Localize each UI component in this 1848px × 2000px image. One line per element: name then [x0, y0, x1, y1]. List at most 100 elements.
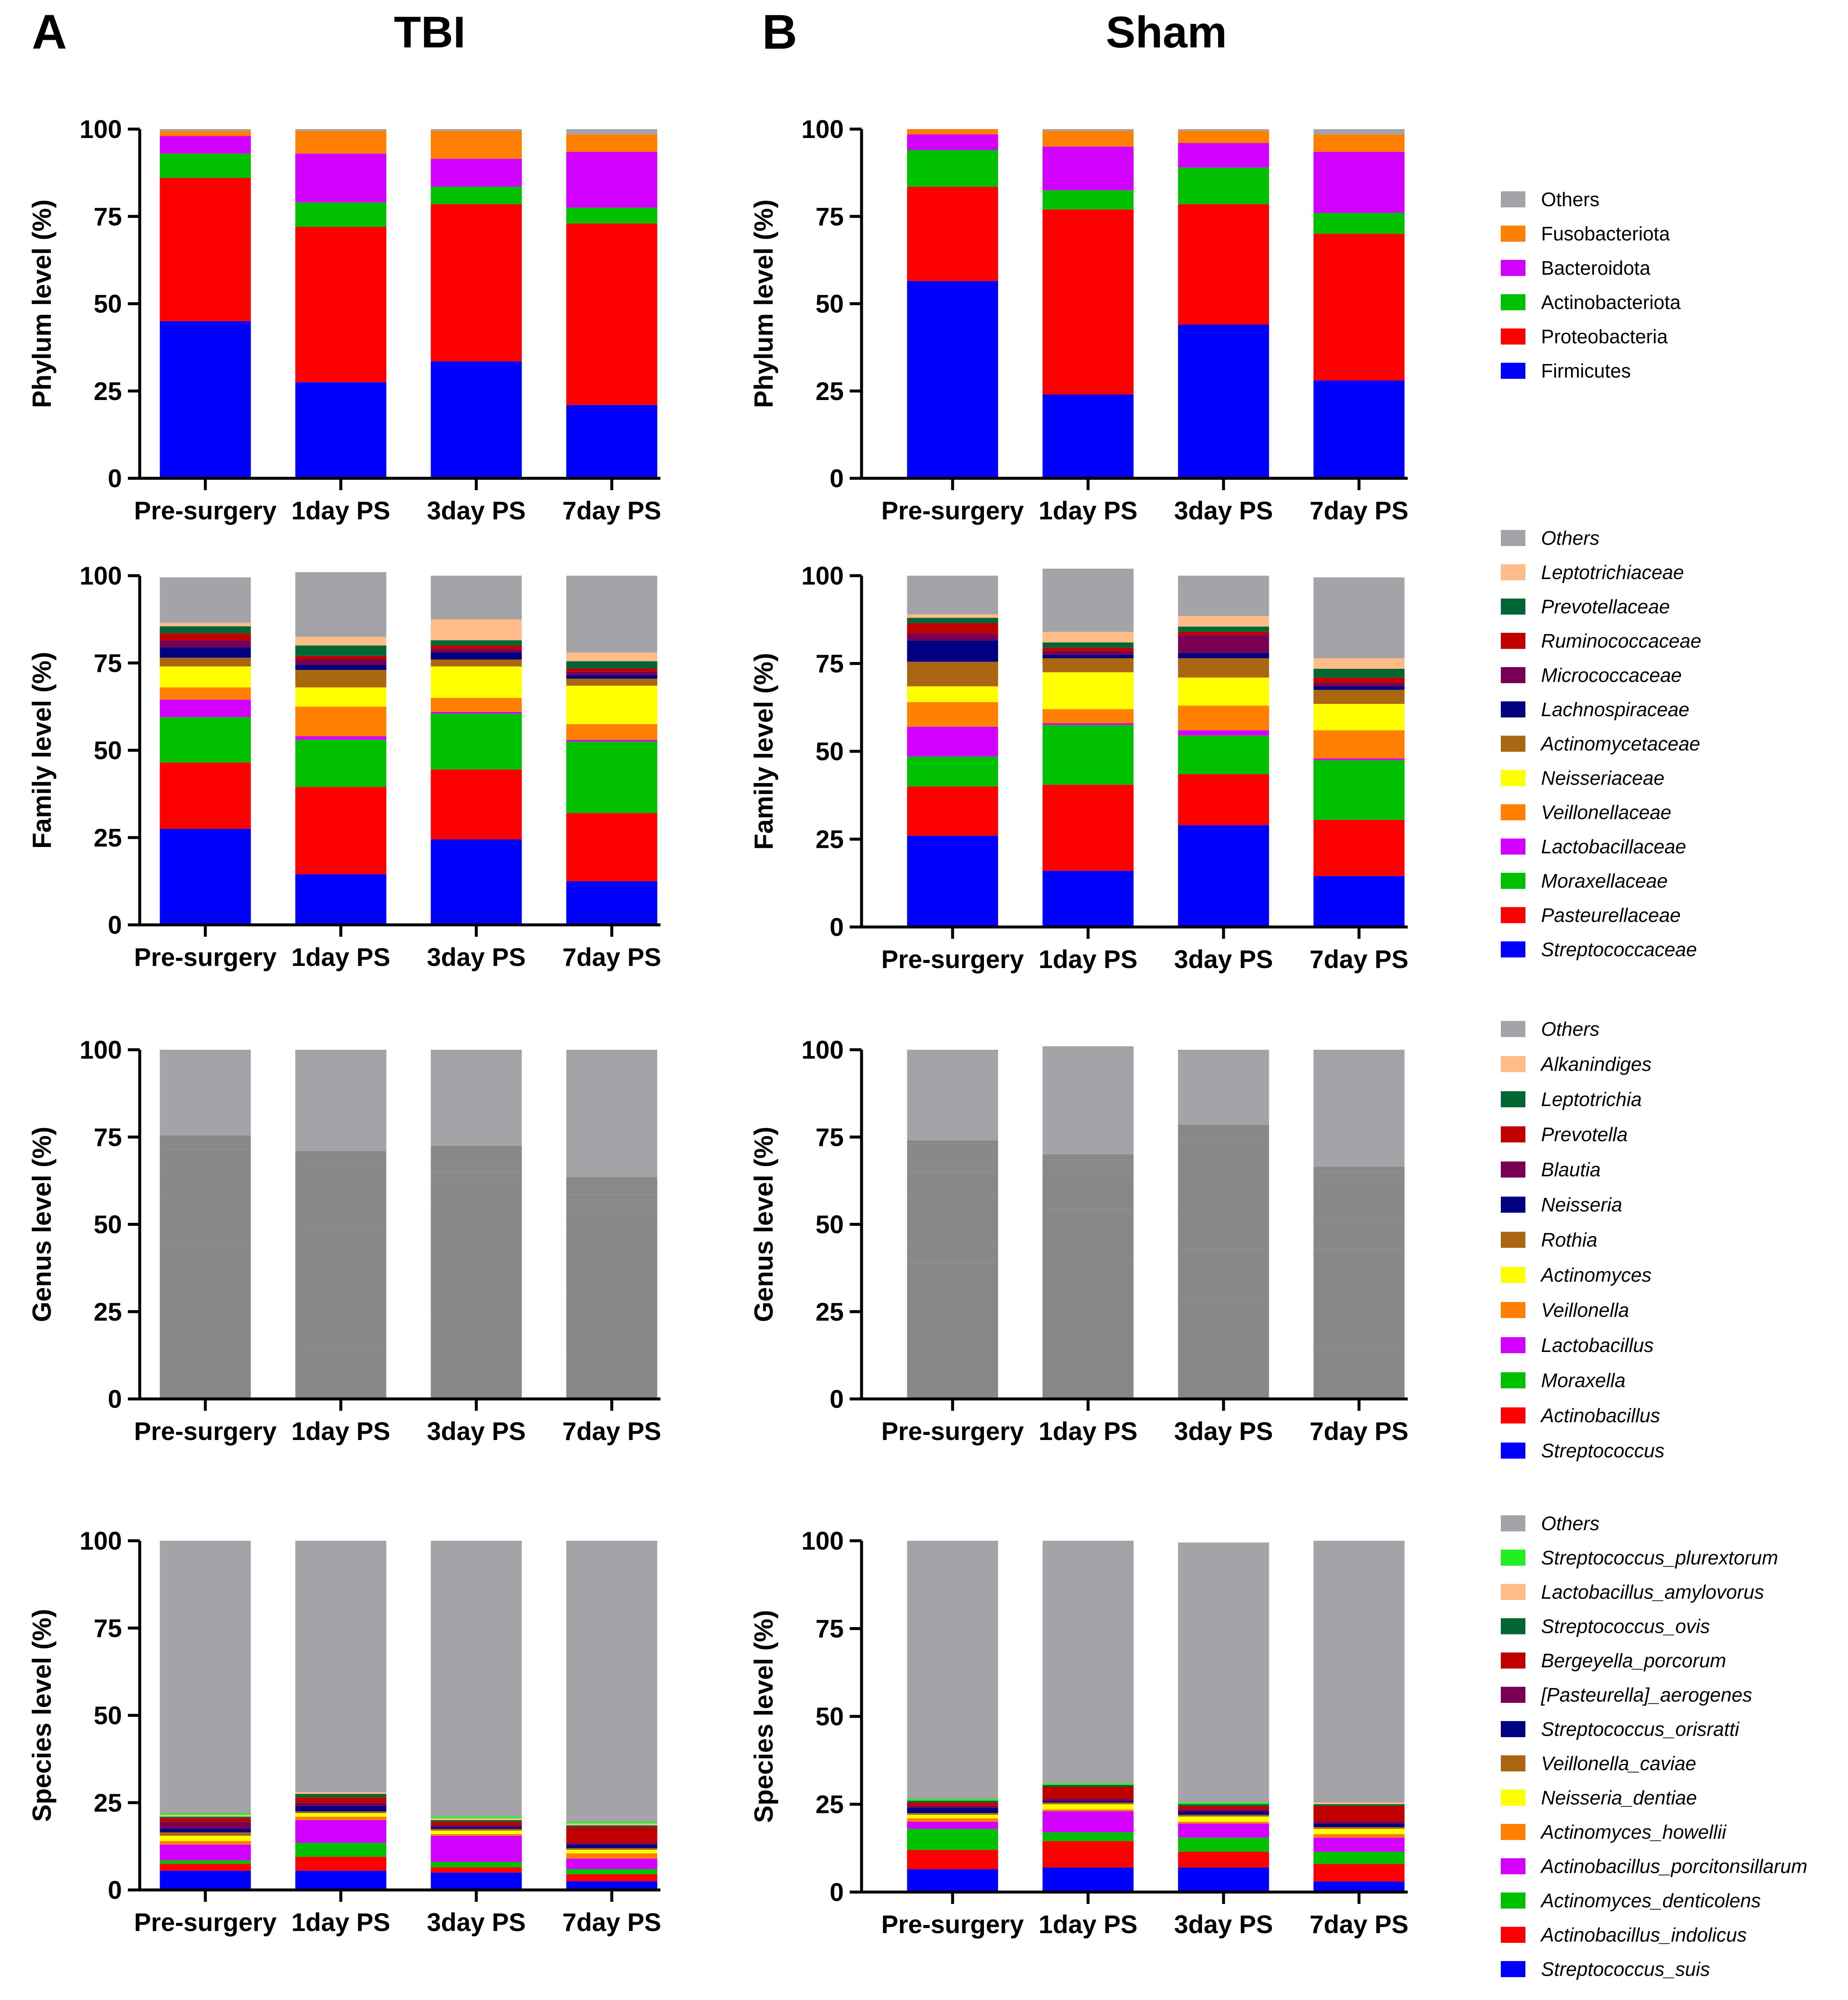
y-tick-label: 0: [830, 1878, 844, 1906]
bar-segment: [431, 1145, 522, 1148]
bar-segment: [431, 1541, 522, 1817]
x-tick-label: Pre-surgery: [881, 497, 1024, 525]
bar-segment: [295, 1348, 387, 1399]
legend-label: Neisseria: [1541, 1194, 1622, 1216]
bar-segment: [295, 659, 387, 665]
bar-segment: [1313, 819, 1405, 876]
bar-segment: [1313, 658, 1405, 669]
bar-stack: [1178, 1050, 1269, 1399]
bar-segment: [160, 131, 251, 136]
bar-segment: [1178, 1815, 1269, 1817]
y-tick-label: 100: [80, 115, 122, 143]
x-tick-label: 1day PS: [291, 497, 390, 525]
bar-segment: [1313, 1806, 1405, 1822]
bar-segment: [1042, 1182, 1134, 1197]
legend-item: Pasteurellaceae: [1501, 904, 1681, 926]
bar-segment: [907, 1217, 998, 1247]
bar-segment: [566, 129, 657, 135]
bar-segment: [566, 1205, 657, 1214]
bar-segment: [295, 687, 387, 707]
bar-segment: [431, 1820, 522, 1822]
legend-phylum: Others Fusobacteriota Bacteroidota Actinoba…: [1501, 188, 1681, 382]
bar-segment: [160, 1816, 251, 1818]
bar-segment: [566, 652, 657, 662]
bar-segment: [1042, 871, 1134, 927]
bar-segment: [1313, 1837, 1405, 1852]
bar-segment: [431, 1159, 522, 1164]
y-tick-label: 100: [801, 562, 844, 590]
bar-segment: [566, 1214, 657, 1230]
bar-segment: [1042, 1261, 1134, 1343]
x-tick-label: 1day PS: [291, 943, 390, 971]
bar-segment: [1042, 1802, 1134, 1804]
x-tick-label: 3day PS: [1174, 1417, 1273, 1446]
legend-item: Others: [1501, 527, 1599, 549]
bar-segment: [295, 1165, 387, 1169]
bar-segment: [566, 671, 657, 676]
bar-segment: [295, 1161, 387, 1165]
bar-segment: [160, 1194, 251, 1211]
bar-segment: [1042, 651, 1134, 655]
bar-segment: [1313, 1804, 1405, 1806]
y-tick-label: 50: [815, 290, 844, 318]
y-tick-label: 25: [94, 1298, 122, 1326]
legend-item: Rothia: [1501, 1229, 1597, 1251]
bar-segment: [1178, 1837, 1269, 1852]
bar-segment: [1178, 1154, 1269, 1170]
bar-segment: [1313, 234, 1405, 381]
legend-label: Streptococcus_suis: [1541, 1958, 1710, 1980]
legend-item: Others: [1501, 188, 1599, 210]
bar-segment: [295, 1271, 387, 1349]
panel-label-a: A: [32, 5, 67, 59]
legend-item: Actinomycetaceae: [1501, 733, 1700, 755]
bar-segment: [431, 640, 522, 646]
bar-segment: [1313, 677, 1405, 683]
bar-segment: [1042, 1541, 1134, 1783]
legend-item: Bacteroidota: [1501, 257, 1651, 279]
bar-segment: [160, 129, 251, 131]
bar-segment: [907, 150, 998, 187]
bar-segment: [1042, 1165, 1134, 1170]
bar-segment: [1313, 758, 1405, 760]
bar-segment: [295, 1198, 387, 1226]
legend-label: Lactobacillus: [1541, 1334, 1654, 1356]
bar-segment: [907, 1802, 998, 1806]
legend-item: Streptococcus: [1501, 1440, 1664, 1462]
bar-segment: [160, 829, 251, 925]
bar-segment: [907, 1154, 998, 1160]
legend-swatch: [1501, 1443, 1525, 1459]
legend-swatch: [1501, 736, 1525, 752]
x-tick-label: Pre-surgery: [134, 1908, 277, 1937]
legend-species: Others Streptococcus_plurextorum Lactobaci…: [1501, 1512, 1807, 1980]
legend-label: Streptococcus_ovis: [1541, 1615, 1710, 1637]
bar-segment: [1313, 1541, 1405, 1803]
bar-segment: [566, 1853, 657, 1859]
bar-segment: [1042, 1804, 1134, 1810]
bar-segment: [566, 668, 657, 672]
bar-segment: [431, 1836, 522, 1862]
bar-segment: [160, 762, 251, 829]
bar-segment: [1042, 1841, 1134, 1868]
y-axis-label: Family level (%): [28, 652, 57, 849]
bar-segment: [1313, 1249, 1405, 1294]
y-tick-label: 0: [830, 1385, 844, 1413]
bar-segment: [566, 1177, 657, 1181]
legend-swatch: [1501, 1790, 1525, 1806]
legend-item: Actinobacillus: [1501, 1404, 1660, 1426]
x-tick-label: Pre-surgery: [134, 1417, 277, 1446]
bar-segment: [1313, 1829, 1405, 1834]
legend-swatch: [1501, 1302, 1525, 1318]
bar-segment: [431, 713, 522, 770]
bar-segment: [566, 1843, 657, 1845]
bar-segment: [160, 1173, 251, 1183]
bar-segment: [160, 1243, 251, 1301]
bar-segment: [295, 153, 387, 203]
x-tick-label: 3day PS: [1174, 1910, 1273, 1939]
y-axis-label: Phylum level (%): [28, 199, 57, 408]
bar-segment: [566, 675, 657, 679]
y-tick-label: 75: [94, 202, 122, 231]
legend-label: Moraxellaceae: [1541, 870, 1668, 892]
legend-swatch: [1501, 294, 1525, 310]
bar-segment: [1313, 1348, 1405, 1399]
chart-phylum-sham: 0 25 50 75 100 Pre-surgery 1day PS 3day PS 7day …: [749, 115, 1409, 525]
